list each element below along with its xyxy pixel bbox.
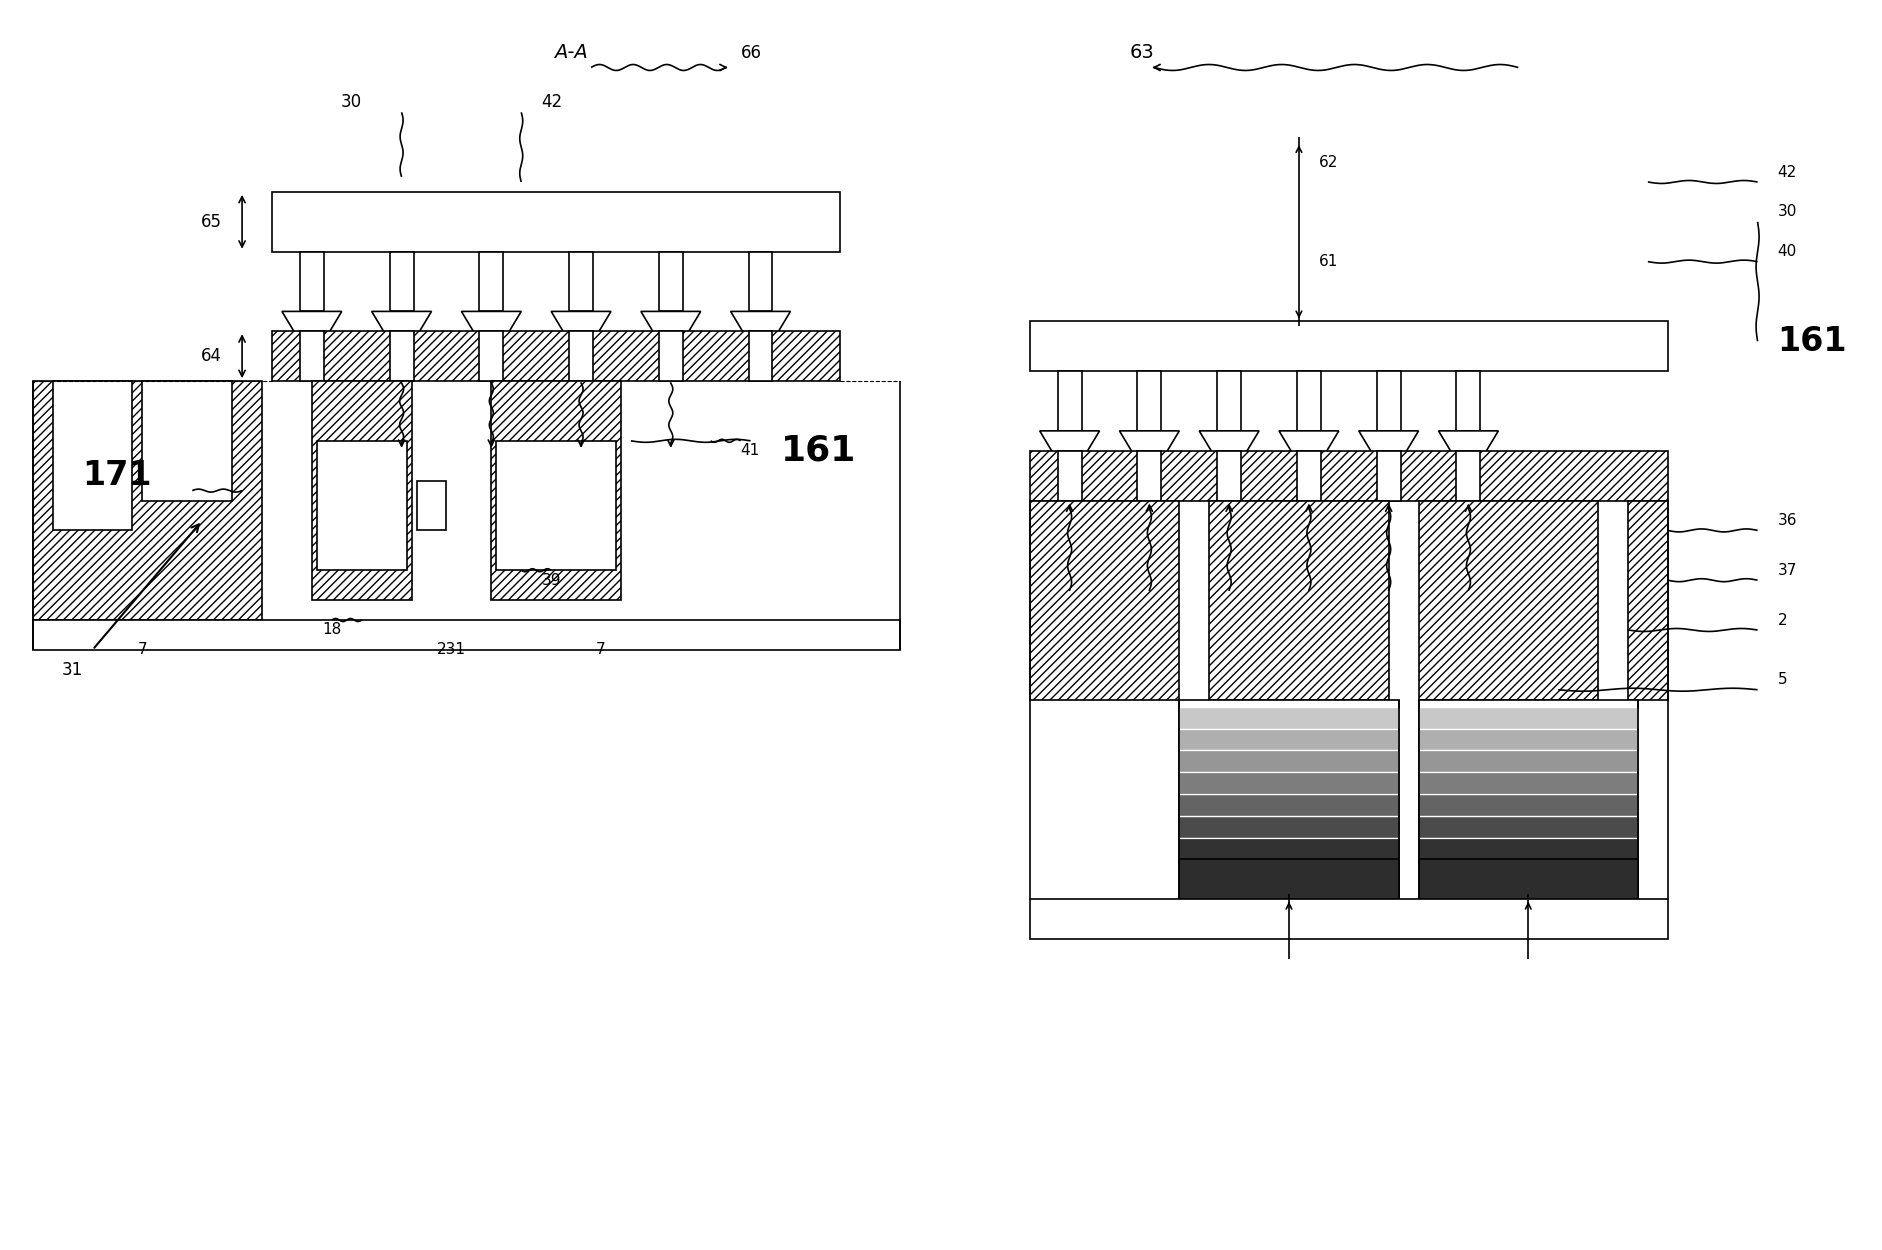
- Text: 36: 36: [1777, 512, 1797, 528]
- Bar: [1419, 818, 1637, 838]
- Bar: [1029, 451, 1667, 500]
- Bar: [1419, 795, 1637, 815]
- Bar: [1419, 774, 1637, 794]
- Bar: [659, 251, 683, 311]
- Polygon shape: [371, 311, 431, 336]
- Polygon shape: [1199, 431, 1259, 456]
- Bar: [568, 331, 593, 381]
- Text: 42: 42: [1777, 165, 1797, 180]
- Bar: [1180, 818, 1398, 838]
- Bar: [1419, 730, 1637, 750]
- Text: 64: 64: [201, 348, 222, 365]
- Text: 61: 61: [1319, 254, 1338, 269]
- Bar: [1137, 451, 1161, 500]
- Bar: [568, 251, 593, 311]
- Bar: [299, 251, 324, 311]
- Bar: [1419, 859, 1637, 899]
- Bar: [1297, 451, 1321, 500]
- Bar: [416, 481, 446, 530]
- Text: 30: 30: [341, 94, 361, 111]
- Text: 42: 42: [542, 94, 563, 111]
- Bar: [390, 251, 414, 311]
- Bar: [143, 381, 231, 500]
- Bar: [273, 192, 839, 251]
- Bar: [1180, 751, 1398, 771]
- Bar: [1180, 795, 1398, 815]
- Bar: [32, 620, 900, 650]
- Polygon shape: [1039, 431, 1099, 456]
- Bar: [299, 331, 324, 381]
- Polygon shape: [461, 311, 521, 336]
- Bar: [53, 381, 132, 530]
- Bar: [1457, 451, 1481, 500]
- Bar: [1419, 500, 1598, 700]
- Bar: [1180, 774, 1398, 794]
- Bar: [1218, 371, 1240, 431]
- Bar: [659, 331, 683, 381]
- Bar: [1218, 451, 1240, 500]
- Bar: [312, 381, 412, 600]
- Polygon shape: [551, 311, 612, 336]
- Bar: [480, 251, 502, 311]
- Bar: [1180, 730, 1398, 750]
- Bar: [273, 331, 839, 381]
- Bar: [1419, 839, 1637, 859]
- Polygon shape: [282, 311, 343, 336]
- Text: 41: 41: [742, 444, 760, 459]
- Bar: [1419, 700, 1637, 899]
- Text: 18: 18: [322, 622, 341, 638]
- Text: 171: 171: [83, 459, 152, 492]
- Bar: [1029, 899, 1667, 939]
- Text: A-A: A-A: [553, 42, 587, 62]
- Text: 37: 37: [1777, 562, 1797, 578]
- Bar: [1180, 700, 1398, 899]
- Text: 231: 231: [437, 642, 467, 658]
- Text: 7: 7: [597, 642, 606, 658]
- Text: 5: 5: [1777, 672, 1788, 688]
- Text: 40: 40: [1777, 244, 1797, 259]
- Bar: [480, 331, 502, 381]
- Polygon shape: [1438, 431, 1498, 456]
- Bar: [390, 331, 414, 381]
- Polygon shape: [730, 311, 790, 336]
- Bar: [1378, 371, 1400, 431]
- Text: 161: 161: [1777, 325, 1846, 357]
- Bar: [749, 251, 772, 311]
- Bar: [1419, 751, 1637, 771]
- Bar: [32, 381, 262, 620]
- Text: 62: 62: [1319, 155, 1338, 170]
- Polygon shape: [1120, 431, 1180, 456]
- Bar: [1378, 451, 1400, 500]
- Polygon shape: [1359, 431, 1419, 456]
- Bar: [749, 331, 772, 381]
- Bar: [1180, 839, 1398, 859]
- Bar: [1180, 859, 1398, 899]
- Bar: [1058, 371, 1082, 431]
- Bar: [491, 381, 621, 600]
- Bar: [1628, 500, 1667, 700]
- Bar: [497, 441, 615, 570]
- Bar: [1029, 500, 1180, 700]
- Text: 65: 65: [201, 213, 222, 231]
- Text: 39: 39: [542, 572, 561, 588]
- Text: 7: 7: [137, 642, 147, 658]
- Polygon shape: [1280, 431, 1338, 456]
- Text: 161: 161: [781, 434, 856, 468]
- Bar: [1297, 371, 1321, 431]
- Bar: [1137, 371, 1161, 431]
- Bar: [1180, 707, 1398, 727]
- Polygon shape: [642, 311, 700, 336]
- Text: 30: 30: [1777, 204, 1797, 219]
- Bar: [1029, 321, 1667, 371]
- Text: 66: 66: [742, 44, 762, 61]
- Bar: [316, 441, 407, 570]
- Text: 2: 2: [1777, 612, 1788, 628]
- Bar: [1457, 371, 1481, 431]
- Bar: [1419, 707, 1637, 727]
- Bar: [1210, 500, 1389, 700]
- Text: 31: 31: [62, 661, 83, 679]
- Bar: [1058, 451, 1082, 500]
- Text: 63: 63: [1129, 42, 1154, 62]
